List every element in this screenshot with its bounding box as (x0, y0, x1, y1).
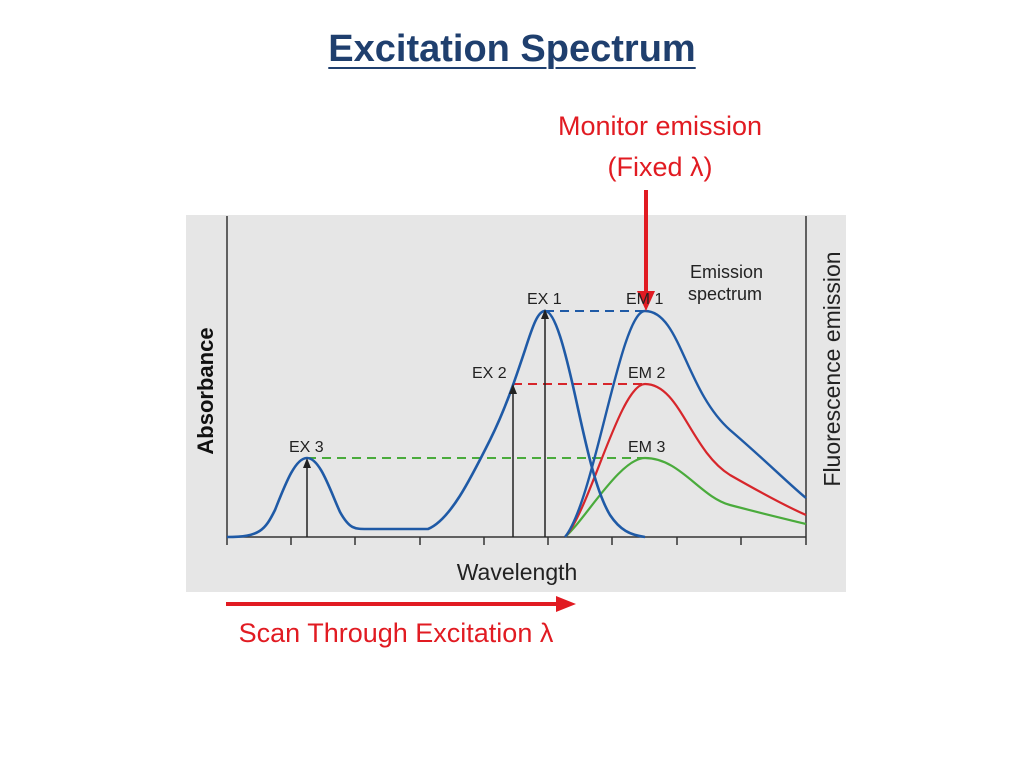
ex2-arrowhead (509, 384, 517, 394)
em3-label: EM 3 (628, 439, 665, 456)
ex3-arrowhead (303, 458, 311, 468)
right-axis-label: Fluorescence emission (819, 251, 845, 486)
figure-panel (186, 215, 846, 592)
ex3-label: EX 3 (289, 439, 324, 456)
x-axis-label: Wavelength (457, 559, 578, 585)
monitor-emission-line2: (Fixed λ) (607, 152, 713, 182)
em3-curve (564, 456, 807, 538)
excitation-arrows (306, 318, 546, 537)
ex1-arrowhead (541, 309, 549, 319)
em1-label: EM 1 (626, 291, 663, 308)
legend-line2: spectrum (688, 284, 762, 304)
monitor-arrow-head (637, 291, 655, 311)
scan-arrow-head (556, 596, 576, 612)
legend-line1: Emission (690, 262, 763, 282)
em2-label: EM 2 (628, 365, 665, 382)
scan-excitation-label: Scan Through Excitation λ (238, 618, 554, 648)
x-axis-ticks (226, 537, 807, 545)
monitor-emission-label: Monitor emission (Fixed λ) (500, 106, 820, 188)
slide-title: Excitation Spectrum (328, 28, 696, 70)
ex1-label: EX 1 (527, 291, 562, 308)
em2-curve (564, 382, 807, 538)
absorbance-curve (226, 309, 646, 539)
em1-curve (564, 309, 807, 538)
ex2-label: EX 2 (472, 365, 507, 382)
monitor-emission-line1: Monitor emission (557, 111, 763, 141)
left-axis-label: Absorbance (193, 327, 218, 454)
